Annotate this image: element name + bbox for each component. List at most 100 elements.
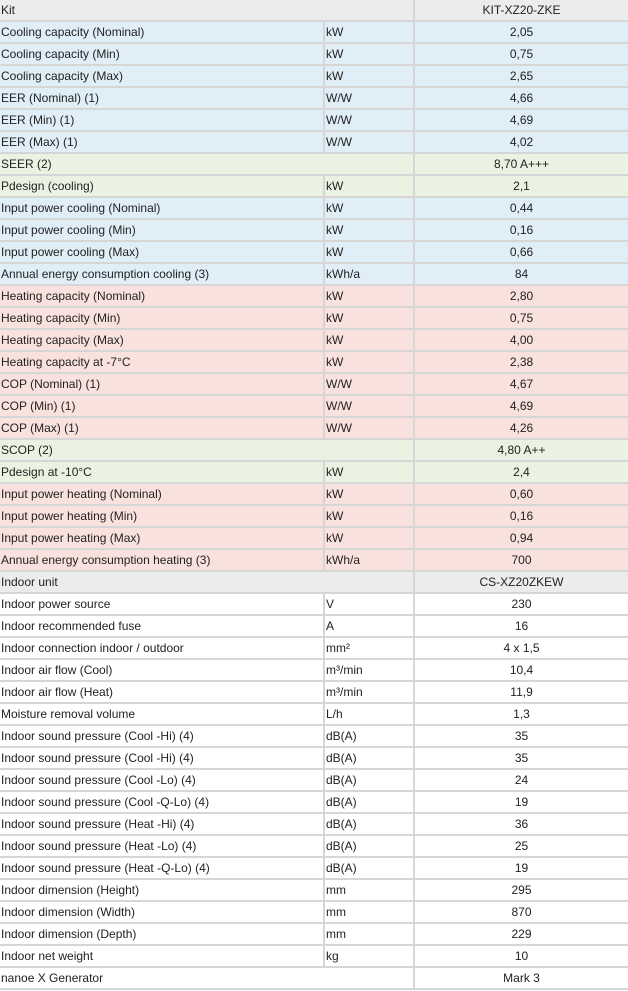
spec-label: Indoor sound pressure (Cool -Lo) (4) xyxy=(0,770,325,792)
spec-row: Cooling capacity (Min) kW 0,75 xyxy=(0,44,628,66)
spec-label: Annual energy consumption heating (3) xyxy=(0,550,325,572)
spec-label: Indoor connection indoor / outdoor xyxy=(0,638,325,660)
spec-row: Heating capacity (Max) kW 4,00 xyxy=(0,330,628,352)
spec-unit: W/W xyxy=(325,418,416,440)
spec-value: 0,66 xyxy=(415,242,628,264)
spec-unit: mm xyxy=(325,924,416,946)
spec-value: 25 xyxy=(415,836,628,858)
spec-value: 2,38 xyxy=(415,352,628,374)
spec-value: CS-XZ20ZKEW xyxy=(415,572,628,594)
spec-row: Indoor dimension (Height) mm 295 xyxy=(0,880,628,902)
spec-label: EER (Min) (1) xyxy=(0,110,325,132)
spec-label: Input power heating (Min) xyxy=(0,506,325,528)
spec-label: Pdesign at -10°C xyxy=(0,462,325,484)
spec-row: COP (Min) (1) W/W 4,69 xyxy=(0,396,628,418)
spec-row: Heating capacity (Min) kW 0,75 xyxy=(0,308,628,330)
spec-unit: L/h xyxy=(325,704,416,726)
spec-label: Cooling capacity (Max) xyxy=(0,66,325,88)
spec-value: 0,75 xyxy=(415,308,628,330)
spec-unit: m³/min xyxy=(325,682,416,704)
spec-value: 0,75 xyxy=(415,44,628,66)
spec-unit: kW xyxy=(325,352,416,374)
spec-label: Input power heating (Max) xyxy=(0,528,325,550)
spec-row: Input power heating (Min) kW 0,16 xyxy=(0,506,628,528)
spec-unit: dB(A) xyxy=(325,726,416,748)
spec-value: 230 xyxy=(415,594,628,616)
spec-value: 700 xyxy=(415,550,628,572)
spec-unit: dB(A) xyxy=(325,814,416,836)
spec-row: Moisture removal volume L/h 1,3 xyxy=(0,704,628,726)
spec-value: 4,67 xyxy=(415,374,628,396)
spec-row: Indoor recommended fuse A 16 xyxy=(0,616,628,638)
spec-row: Heating capacity at -7°C kW 2,38 xyxy=(0,352,628,374)
spec-unit: kW xyxy=(325,44,416,66)
spec-row: Indoor sound pressure (Cool -Q-Lo) (4) dB… xyxy=(0,792,628,814)
spec-label: COP (Max) (1) xyxy=(0,418,325,440)
spec-value: 11,9 xyxy=(415,682,628,704)
spec-value: 2,80 xyxy=(415,286,628,308)
spec-value: 1,3 xyxy=(415,704,628,726)
spec-value: 4,66 xyxy=(415,88,628,110)
spec-unit: W/W xyxy=(325,396,416,418)
spec-value: 4,69 xyxy=(415,396,628,418)
spec-row: Indoor sound pressure (Cool -Lo) (4) dB(A… xyxy=(0,770,628,792)
spec-unit: mm xyxy=(325,902,416,924)
spec-label: Input power cooling (Max) xyxy=(0,242,325,264)
spec-row: Cooling capacity (Max) kW 2,65 xyxy=(0,66,628,88)
spec-unit: kWh/a xyxy=(325,264,416,286)
spec-row: Input power cooling (Max) kW 0,66 xyxy=(0,242,628,264)
spec-value: 4,69 xyxy=(415,110,628,132)
spec-unit: W/W xyxy=(325,132,416,154)
spec-label: Indoor sound pressure (Cool -Q-Lo) (4) xyxy=(0,792,325,814)
spec-label: Heating capacity at -7°C xyxy=(0,352,325,374)
spec-label: Indoor net weight xyxy=(0,946,325,968)
spec-label: EER (Nominal) (1) xyxy=(0,88,325,110)
spec-row: Indoor air flow (Cool) m³/min 10,4 xyxy=(0,660,628,682)
spec-row: Indoor dimension (Width) mm 870 xyxy=(0,902,628,924)
spec-label: EER (Max) (1) xyxy=(0,132,325,154)
spec-value: 0,94 xyxy=(415,528,628,550)
spec-value: KIT-XZ20-ZKE xyxy=(415,0,628,22)
spec-row: Annual energy consumption cooling (3) kWh… xyxy=(0,264,628,286)
spec-label: SCOP (2) xyxy=(0,440,416,462)
spec-label: COP (Nominal) (1) xyxy=(0,374,325,396)
spec-row: Pdesign (cooling) kW 2,1 xyxy=(0,176,628,198)
spec-row: Indoor sound pressure (Heat -Hi) (4) dB(A… xyxy=(0,814,628,836)
spec-label: Pdesign (cooling) xyxy=(0,176,325,198)
spec-label: Input power heating (Nominal) xyxy=(0,484,325,506)
spec-unit: V xyxy=(325,594,416,616)
spec-label: Moisture removal volume xyxy=(0,704,325,726)
spec-label: Cooling capacity (Min) xyxy=(0,44,325,66)
spec-row: Input power heating (Nominal) kW 0,60 xyxy=(0,484,628,506)
spec-value: 19 xyxy=(415,792,628,814)
spec-unit: dB(A) xyxy=(325,836,416,858)
spec-row: Indoor sound pressure (Cool -Hi) (4) dB(A… xyxy=(0,726,628,748)
spec-value: 0,16 xyxy=(415,506,628,528)
spec-label: Heating capacity (Nominal) xyxy=(0,286,325,308)
spec-row: Indoor unit CS-XZ20ZKEW xyxy=(0,572,628,594)
spec-unit: kW xyxy=(325,528,416,550)
spec-unit: mm xyxy=(325,880,416,902)
spec-row: Input power heating (Max) kW 0,94 xyxy=(0,528,628,550)
spec-value: 4 x 1,5 xyxy=(415,638,628,660)
spec-value: 10,4 xyxy=(415,660,628,682)
spec-row: Input power cooling (Min) kW 0,16 xyxy=(0,220,628,242)
spec-unit: m³/min xyxy=(325,660,416,682)
spec-label: Indoor sound pressure (Cool -Hi) (4) xyxy=(0,726,325,748)
spec-row: Indoor sound pressure (Heat -Lo) (4) dB(A… xyxy=(0,836,628,858)
spec-row: EER (Min) (1) W/W 4,69 xyxy=(0,110,628,132)
spec-label: Indoor recommended fuse xyxy=(0,616,325,638)
spec-label: Indoor dimension (Depth) xyxy=(0,924,325,946)
spec-label: Heating capacity (Min) xyxy=(0,308,325,330)
spec-value: 0,16 xyxy=(415,220,628,242)
spec-unit: kW xyxy=(325,308,416,330)
spec-value: 10 xyxy=(415,946,628,968)
spec-value: 35 xyxy=(415,748,628,770)
spec-value: Mark 3 xyxy=(415,968,628,990)
spec-value: 0,44 xyxy=(415,198,628,220)
spec-label: Indoor sound pressure (Heat -Q-Lo) (4) xyxy=(0,858,325,880)
spec-unit: kW xyxy=(325,66,416,88)
spec-label: Indoor air flow (Cool) xyxy=(0,660,325,682)
